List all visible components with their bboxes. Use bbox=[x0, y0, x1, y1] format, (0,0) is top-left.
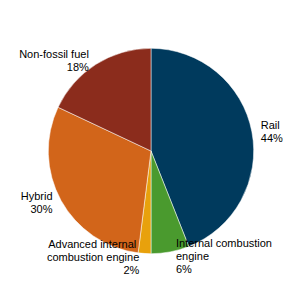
svg-text:2%: 2% bbox=[123, 264, 139, 276]
svg-text:Hybrid: Hybrid bbox=[21, 190, 53, 202]
svg-text:combustion engine: combustion engine bbox=[47, 251, 139, 263]
svg-text:18%: 18% bbox=[67, 61, 89, 73]
svg-text:Non-fossil fuel: Non-fossil fuel bbox=[19, 48, 89, 60]
svg-text:Internal combustion: Internal combustion bbox=[176, 237, 275, 249]
svg-text:30%: 30% bbox=[30, 203, 52, 215]
svg-text:44%: 44% bbox=[261, 132, 283, 144]
svg-text:Rail: Rail bbox=[261, 119, 280, 131]
svg-text:engine: engine bbox=[176, 250, 209, 262]
svg-text:Advanced internal: Advanced internal bbox=[48, 238, 139, 250]
svg-text:6%: 6% bbox=[176, 263, 192, 275]
